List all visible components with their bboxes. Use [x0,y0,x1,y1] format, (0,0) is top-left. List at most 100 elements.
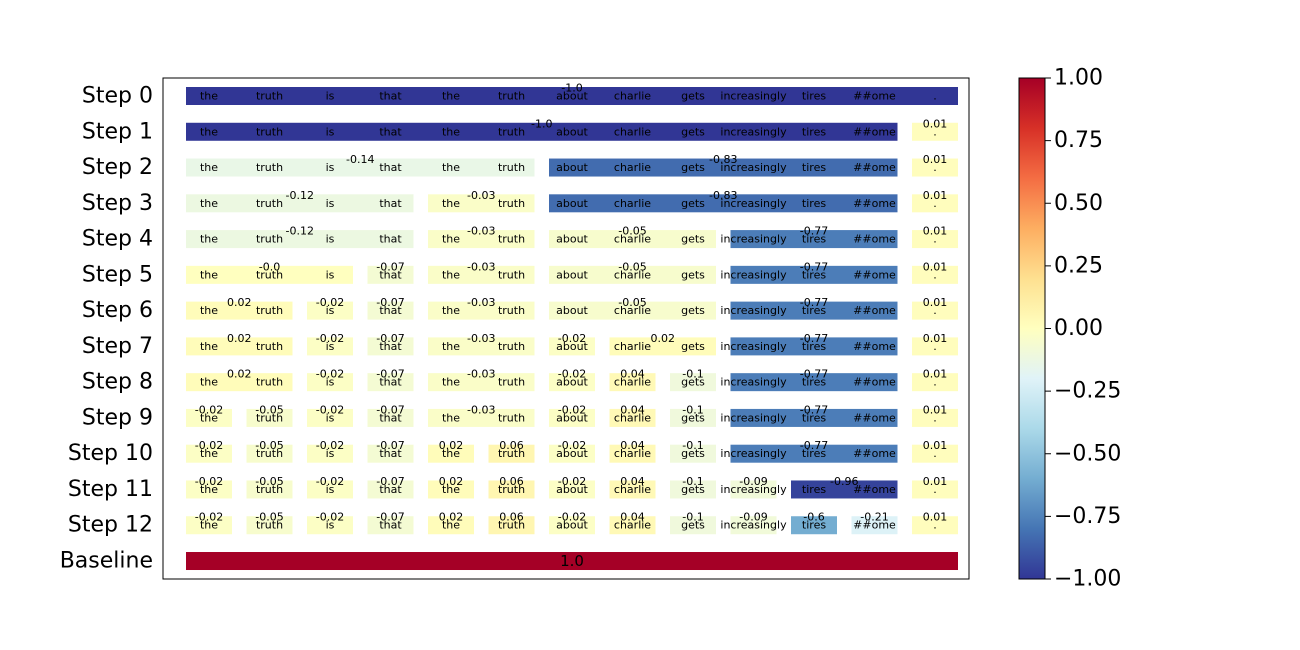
segment-value-label: 1.0 [560,552,584,570]
segment-value-label: 0.01 [923,189,948,202]
token-label: is [326,519,335,532]
token-label: truth [498,519,525,532]
attribution-segment [912,230,958,249]
token-label: is [326,233,335,246]
segment-value-label: 0.01 [923,153,948,166]
token-label: the [200,268,218,281]
token-label: truth [498,268,525,281]
token-label: . [933,447,937,460]
segment-value-label: -0.77 [800,439,828,452]
token-label: the [442,125,460,138]
segment-value-label: -0.12 [286,189,314,202]
attribution-segment [367,301,414,320]
token-label: increasingly [720,90,787,103]
attribution-segment [186,230,414,249]
segment-value-label: -0.77 [800,332,828,345]
token-label: about [556,233,588,246]
token-label: charlie [614,447,651,460]
segment-value-label: -0.1 [682,368,703,381]
token-label: truth [256,376,283,389]
token-label: . [933,411,937,424]
attribution-segment [186,122,898,141]
segment-value-label: 0.01 [923,439,948,452]
segment-value-label: -0.02 [316,439,344,452]
step-row: 0.02 -0.02 -0.07 -0.03 -0.05 -0.77 0.01 the trut… [186,296,958,320]
token-label: about [556,411,588,424]
attribution-segment [367,373,414,392]
token-label: charlie [614,90,651,103]
attribution-segment [246,444,293,463]
token-label: . [933,340,937,353]
token-label: tires [802,340,826,353]
attribution-segment [186,552,958,571]
attribution-segment [367,408,414,427]
colorbar-tick-label: 0.25 [1054,253,1103,278]
token-label: truth [256,125,283,138]
token-label: gets [681,304,705,317]
colorbar-tick-label: −0.50 [1054,441,1121,466]
attribution-segment [549,194,898,213]
token-label: that [379,376,402,389]
attribution-segment [549,230,716,249]
segment-value-label: 0.04 [620,368,645,381]
token-label: that [379,197,402,210]
segment-value-label: 0.01 [923,403,948,416]
attribution-segment [912,194,958,213]
token-label: about [556,161,588,174]
token-label: gets [681,268,705,281]
step-row: -0.12 -0.03 -0.05 -0.77 0.01 the truth is that th… [186,225,958,249]
token-label: the [200,161,218,174]
segment-value-label: -0.1 [682,475,703,488]
token-label: truth [498,197,525,210]
segment-value-label: -0.6 [803,511,824,524]
row-label: Baseline [60,549,153,574]
token-label: is [326,447,335,460]
segment-value-label: -0.02 [558,403,586,416]
token-label: ##ome [853,233,896,246]
token-label: charlie [614,233,651,246]
attribution-segment [912,265,958,284]
token-label: about [556,268,588,281]
step-row: -1.0 the truth is that the truth about charlie ge… [186,82,958,105]
segment-value-label: -0.02 [316,511,344,524]
colorbar-tick-label: −0.75 [1054,504,1121,529]
token-label: tires [802,125,826,138]
segment-value-label: 0.01 [923,475,948,488]
segment-value-label: -0.03 [467,225,495,238]
token-label: . [933,304,937,317]
segment-value-label: -1.0 [531,117,552,130]
attribution-segment [186,301,293,320]
token-label: charlie [614,340,651,353]
segment-value-label: 0.04 [620,403,645,416]
step-row: -0.02 -0.05 -0.02 -0.07 0.02 0.06 -0.02 0.04 -0.… [186,475,958,499]
attribution-segment [428,265,535,284]
token-label: tires [802,483,826,496]
token-label: ##ome [853,447,896,460]
token-label: charlie [614,376,651,389]
segment-value-label: 0.02 [227,332,252,345]
row-label: Step 1 [82,119,153,144]
step-row: -1.0 0.01 the truth is that the truth about charl… [186,117,958,141]
token-label: increasingly [720,340,787,353]
token-label: ##ome [853,519,896,532]
token-label: charlie [614,519,651,532]
token-label: increasingly [720,483,787,496]
attribution-segment [730,301,898,320]
token-label: increasingly [720,376,787,389]
token-label: increasingly [720,304,787,317]
token-label: the [442,411,460,424]
segment-value-label: -0.03 [467,296,495,309]
segment-value-label: -0.02 [558,475,586,488]
token-label: . [933,268,937,281]
token-label: that [379,483,402,496]
token-label: about [556,125,588,138]
token-label: that [379,447,402,460]
segment-value-label: -0.02 [316,403,344,416]
segment-value-label: 0.02 [439,511,464,524]
attribution-segment [307,516,353,535]
segment-value-label: -0.05 [618,296,646,309]
token-label: tires [802,376,826,389]
segment-value-label: -0.02 [316,475,344,488]
token-label: truth [498,483,525,496]
